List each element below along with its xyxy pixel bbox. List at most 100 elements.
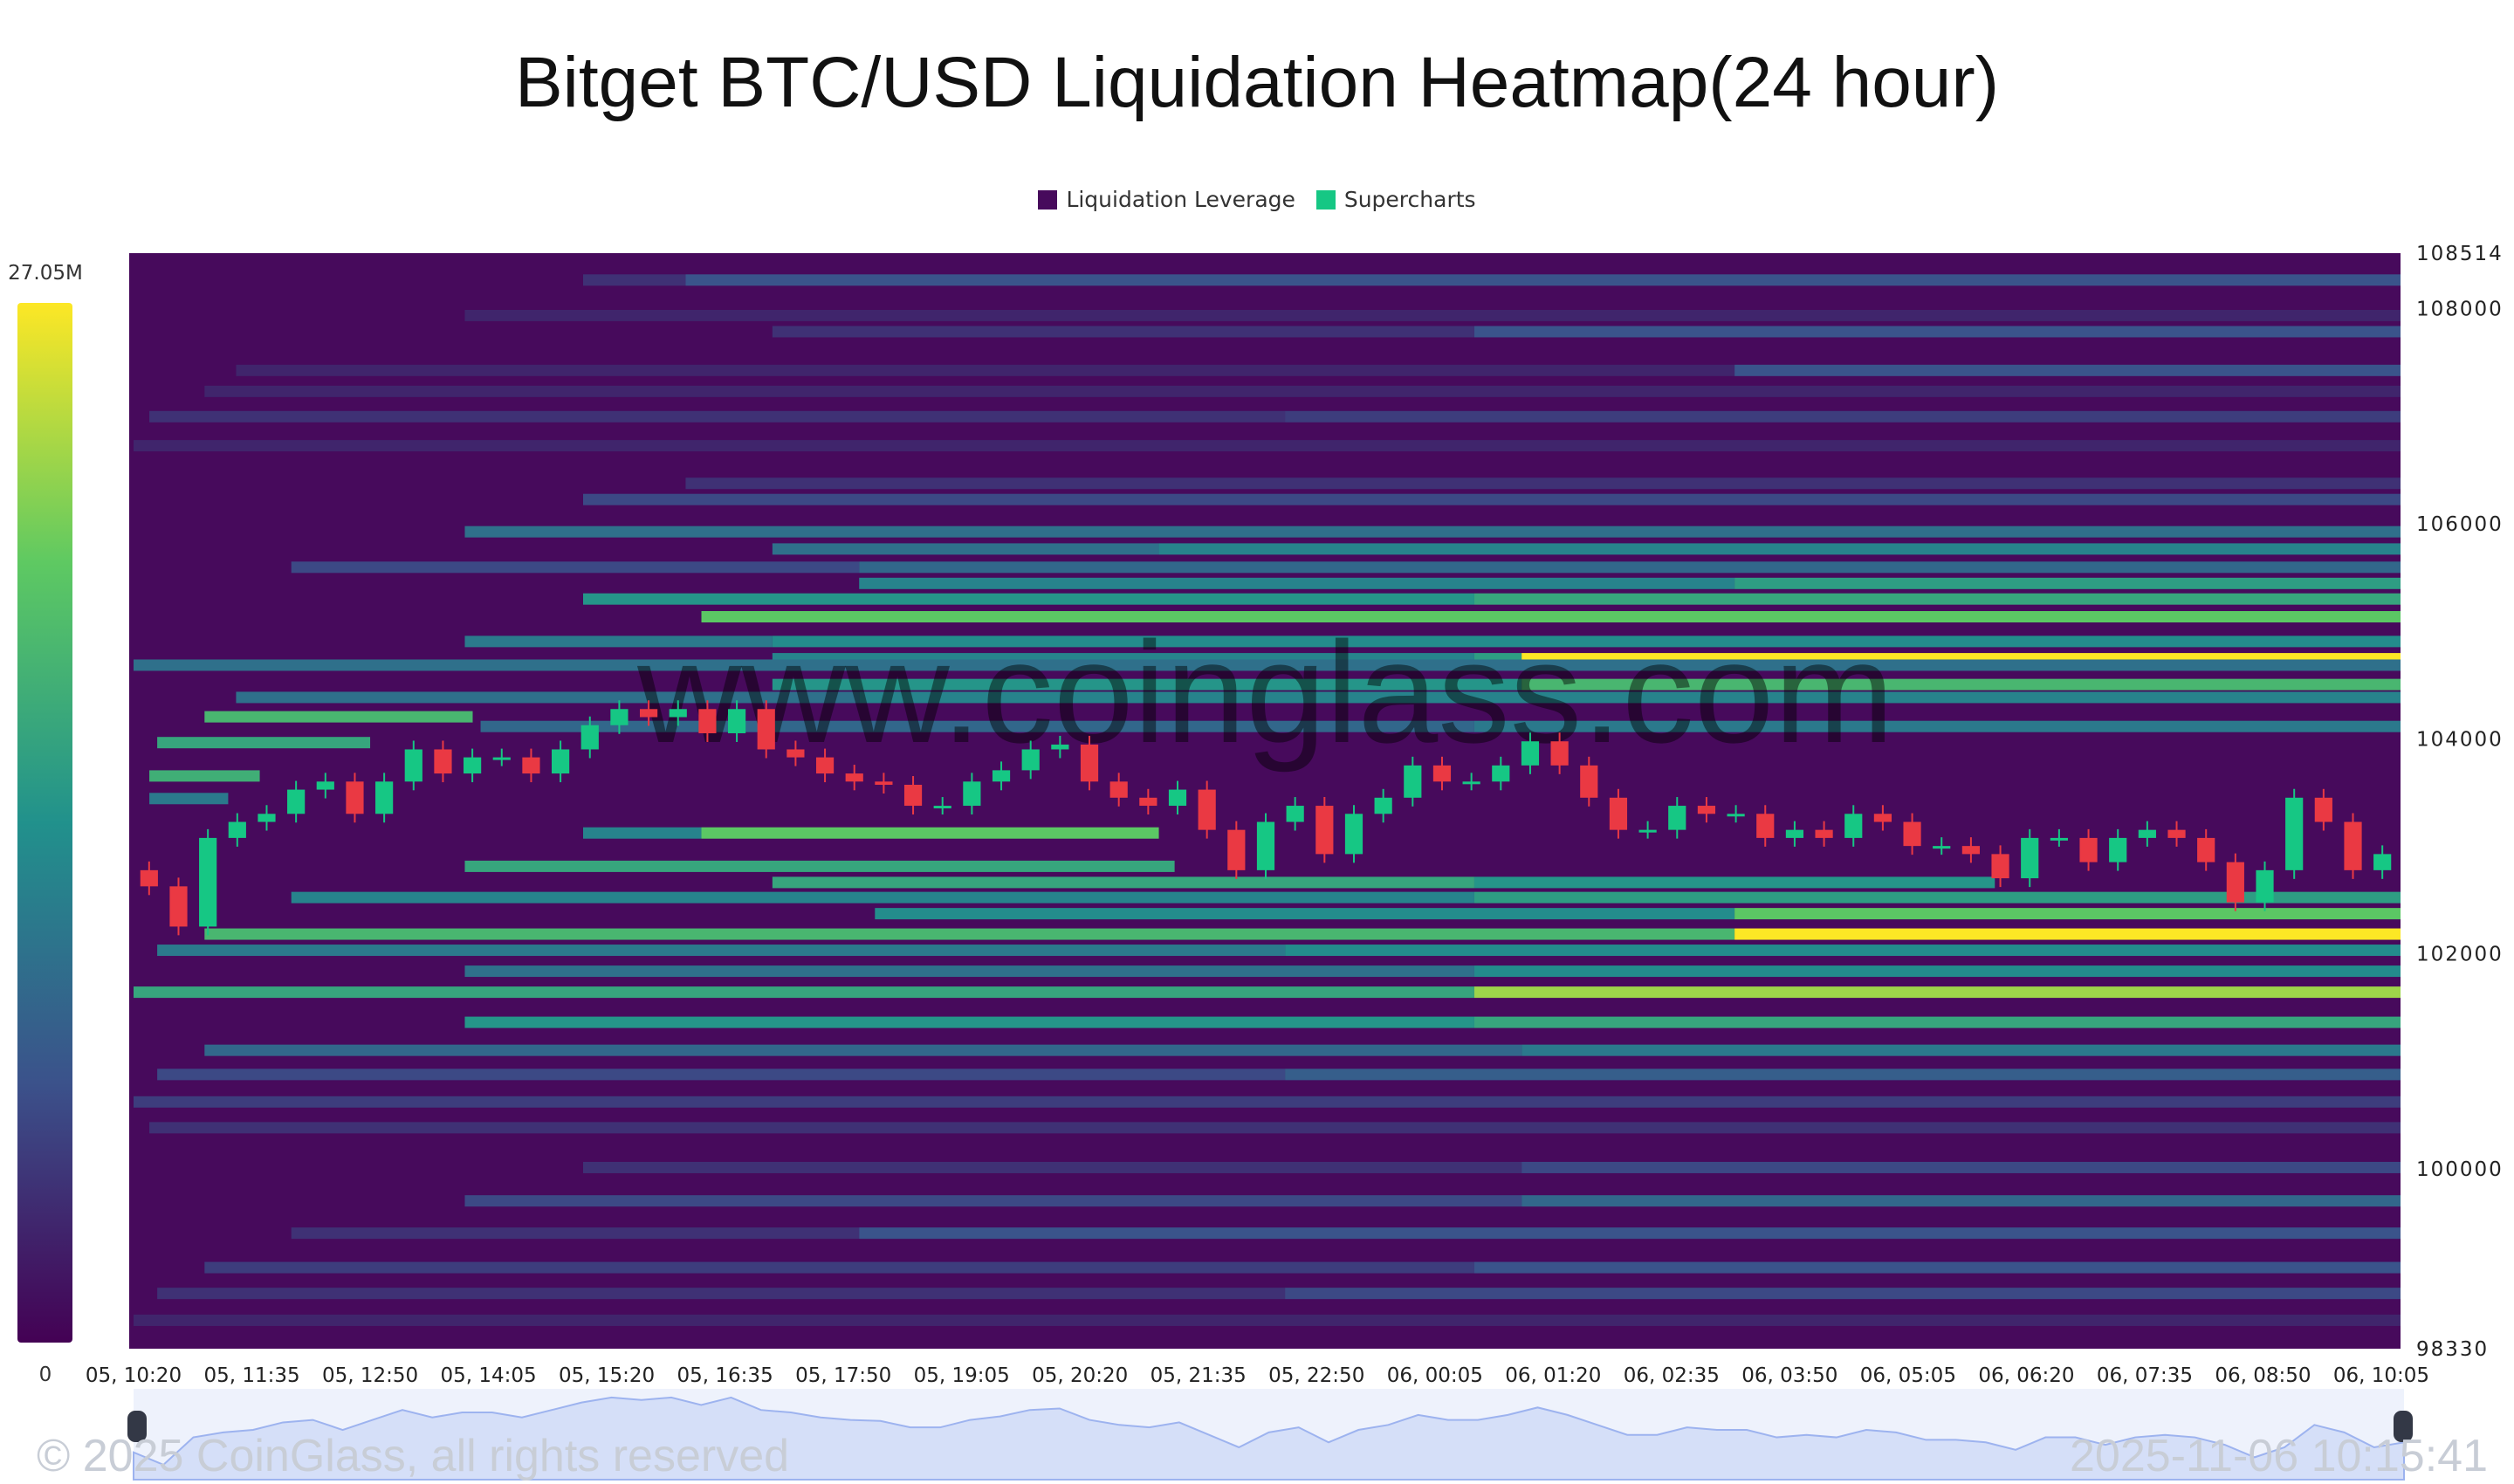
heatmap-band [464,965,1474,978]
candle [1344,814,1363,855]
heatmap-band [157,1068,1286,1081]
y-tick-label: 108000 [2416,298,2504,320]
heatmap-band [1285,1288,2401,1300]
colorbar[interactable] [17,303,72,1343]
heatmap-band [875,908,1735,920]
heatmap-band [464,860,1175,872]
heatmap-band [464,636,773,648]
candle [1550,741,1569,766]
heatmap-band [859,691,2401,704]
heatmap-band [1734,908,2401,920]
x-tick-label: 05, 19:05 [914,1364,1010,1387]
navigator-left-handle[interactable] [127,1411,147,1442]
heatmap-band [149,793,229,805]
legend-item-liquidation-leverage[interactable]: Liquidation Leverage [1038,187,1295,212]
x-tick-label: 06, 03:50 [1741,1364,1837,1387]
heatmap-band [685,477,2401,490]
heatmap-band [1285,945,2401,957]
y-tick-label: 108514 [2416,243,2504,265]
heatmap-band [582,593,1474,605]
candle [1198,789,1216,830]
colorbar-max-label: 27.05M [8,262,83,285]
heatmap-band [1521,1044,2401,1056]
heatmap-band [701,611,2401,623]
candle [258,814,276,822]
heatmap-band [236,364,1735,376]
candle [1109,781,1128,798]
candle [963,781,981,807]
candle [1961,846,1980,855]
candle [2373,854,2392,870]
heatmap-band [236,691,860,704]
heatmap-band [134,440,2401,452]
candle [1432,765,1452,782]
candle [580,725,599,750]
navigator-right-handle[interactable] [2394,1411,2413,1442]
heatmap-band [157,1288,1286,1300]
x-tick-label: 05, 11:35 [203,1364,299,1387]
heatmap-band [772,876,1474,889]
candle [669,709,687,718]
heatmap-band [1521,1195,2401,1207]
heatmap-band [772,326,1474,338]
navigator-series [133,1396,2405,1481]
candle [2079,837,2098,862]
candle [2021,837,2039,879]
heatmap-cells [129,253,2401,1349]
heatmap-band [204,928,1735,940]
candles [140,700,2392,936]
x-tick-label: 06, 07:35 [2097,1364,2193,1387]
heatmap-band [464,526,2401,538]
heatmap-band [291,891,1474,903]
candle [903,785,923,807]
heatmap-band [1473,1016,2401,1028]
candle [1286,806,1304,822]
candle [1374,797,1392,814]
candle [1609,797,1628,830]
y-tick-label: 100000 [2416,1158,2504,1181]
candle [1580,765,1598,798]
watermark: www.coinglass.com [636,612,1894,773]
heatmap-band [1473,593,2401,605]
candle [464,757,482,774]
x-tick-label: 06, 05:05 [1860,1364,1956,1387]
candle [698,709,717,733]
heatmap-band [157,945,1286,957]
y-axis: 108514 108000 106000 104000 102000 100000 9833… [2416,243,2504,1361]
candle [1168,789,1187,807]
heatmap-band [1473,876,1995,889]
heatmap-band [204,1044,1522,1056]
heatmap-band [1521,678,2401,690]
x-tick-label: 06, 02:35 [1624,1364,1720,1387]
candle [2138,829,2156,838]
candle [287,789,306,814]
candle [552,749,570,774]
heatmap-band [1734,364,2401,376]
heatmap-band [582,274,686,286]
navigator[interactable] [127,1389,2413,1481]
heatmap-band [1158,543,2401,555]
heatmap-band [149,770,260,782]
candle [2167,829,2186,838]
heatmap-band [1285,1068,2401,1081]
heatmap-band [685,274,2401,286]
heatmap-band [772,678,1522,690]
candle [1991,854,2009,879]
candle [2314,797,2332,822]
candle [169,886,188,927]
candle [1933,846,1951,849]
candle [1227,829,1246,870]
x-tick-label: 06, 08:50 [2215,1364,2311,1387]
heatmap-band [464,1195,1522,1207]
legend-swatch [1038,189,1058,210]
heatmap-band [464,1016,1474,1028]
y-tick-label: 104000 [2416,728,2504,751]
candle [815,757,835,774]
legend-item-supercharts[interactable]: Supercharts [1315,187,1476,212]
candle [1903,821,1921,847]
candle [2050,837,2068,841]
y-tick-label: 106000 [2416,513,2504,536]
heatmap-band [772,636,2401,648]
candle [375,781,394,814]
